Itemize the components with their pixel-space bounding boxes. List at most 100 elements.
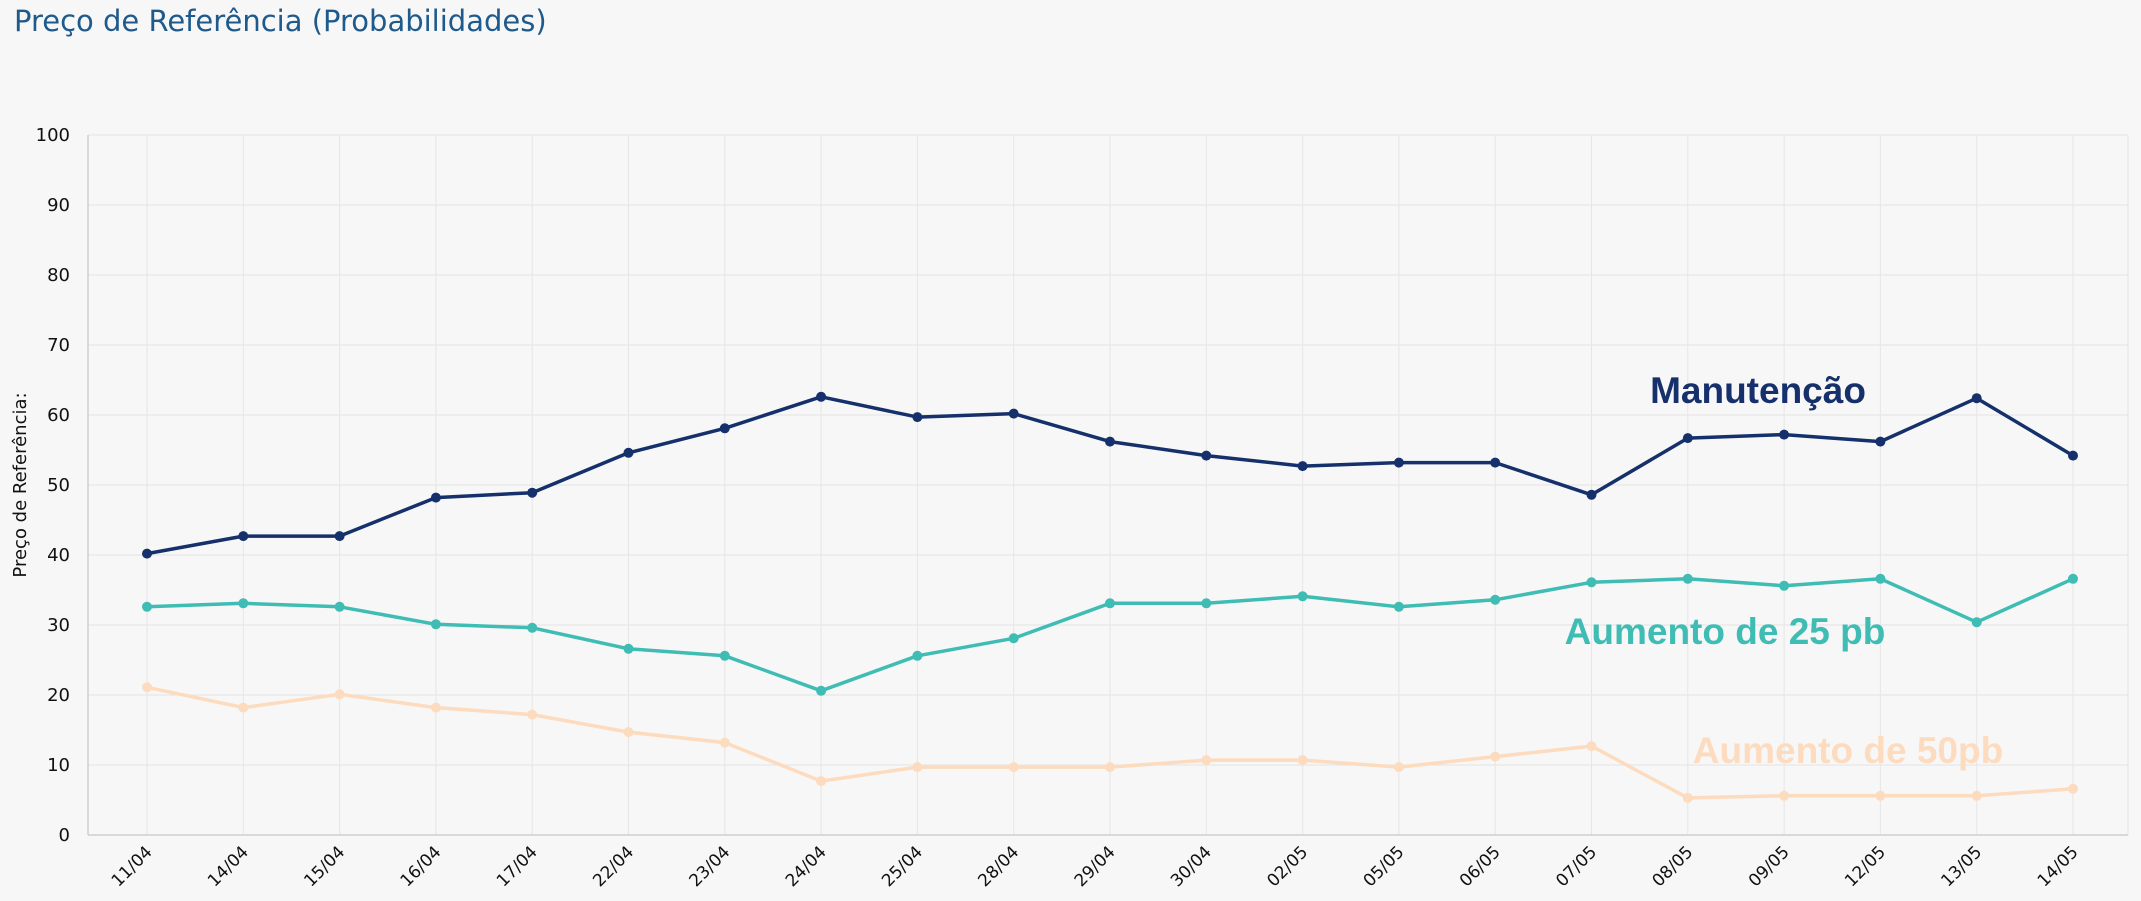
x-tick-label: 08/05 [1649, 842, 1698, 891]
x-tick-label: 30/04 [1167, 842, 1216, 891]
data-point [816, 685, 827, 696]
x-tick-label: 02/05 [1263, 842, 1312, 891]
x-tick-label: 14/05 [2034, 842, 2083, 891]
data-point [719, 650, 730, 661]
data-point [1201, 450, 1212, 461]
data-point [527, 487, 538, 498]
data-point [1105, 436, 1115, 447]
data-point [1490, 594, 1501, 605]
data-point [1105, 762, 1115, 773]
x-tick-label: 07/05 [1552, 842, 1601, 891]
series-2 [142, 573, 2078, 696]
data-point [1779, 580, 1790, 591]
data-point [623, 447, 634, 458]
y-tick-label: 30 [47, 615, 70, 636]
data-point [1682, 573, 1693, 584]
axes [87, 135, 2129, 836]
series-group [142, 391, 2078, 803]
data-point [1008, 633, 1019, 644]
y-tick-label: 60 [47, 405, 70, 426]
data-point [1971, 393, 1982, 404]
data-point [1682, 433, 1693, 444]
x-tick-label: 15/04 [300, 842, 349, 891]
x-tick-label: 09/05 [1745, 842, 1794, 891]
page-title: Preço de Referência (Probabilidades) [14, 4, 547, 38]
data-point [334, 689, 345, 700]
data-point [2068, 450, 2078, 461]
data-point [238, 598, 249, 609]
data-point [142, 548, 152, 559]
data-point [1875, 790, 1886, 801]
data-point [527, 709, 538, 720]
series-label: Aumento de 50pb [1693, 730, 2003, 771]
x-tick-label: 13/05 [1937, 842, 1986, 891]
data-point [1201, 598, 1212, 609]
data-point [1586, 741, 1597, 752]
x-tick-label: 11/04 [108, 842, 157, 891]
data-point [816, 391, 827, 402]
data-point [430, 619, 441, 630]
data-point [1393, 457, 1404, 468]
data-point [527, 622, 538, 633]
y-tick-label: 40 [47, 545, 70, 566]
y-tick-labels: 0 10 20 30 40 50 60 70 80 90 100 [36, 125, 70, 846]
data-point [1490, 457, 1501, 468]
data-point [2068, 573, 2078, 584]
data-point [1008, 762, 1019, 773]
data-point [430, 702, 441, 713]
x-tick-label: 16/04 [397, 842, 446, 891]
data-point [1297, 755, 1308, 766]
data-point [1490, 751, 1501, 762]
x-tick-label: 23/04 [686, 842, 735, 891]
x-tick-label: 14/04 [204, 842, 253, 891]
data-point [2068, 783, 2078, 794]
series-1 [142, 391, 2078, 559]
data-point [623, 727, 634, 738]
y-tick-label: 100 [36, 125, 70, 146]
data-point [816, 776, 827, 787]
data-point [1008, 408, 1019, 419]
data-point [238, 702, 249, 713]
data-point [142, 601, 152, 612]
data-point [1297, 461, 1308, 472]
data-point [1875, 436, 1886, 447]
data-point [1297, 591, 1308, 602]
data-point [912, 650, 923, 661]
data-point [142, 682, 152, 693]
data-point [1779, 790, 1790, 801]
data-point [719, 737, 730, 748]
data-point [912, 412, 923, 423]
data-point [1393, 601, 1404, 612]
y-tick-label: 10 [47, 755, 70, 776]
data-point [623, 643, 634, 654]
series-label: Manutenção [1650, 370, 1866, 411]
x-tick-label: 22/04 [589, 842, 638, 891]
data-point [719, 423, 730, 434]
y-tick-label: 20 [47, 685, 70, 706]
data-point [1105, 598, 1115, 609]
y-tick-label: 0 [59, 825, 70, 846]
x-tick-label: 06/05 [1456, 842, 1505, 891]
series-labels: Manutenção Aumento de 25 pb Aumento de 50p… [1565, 370, 2004, 771]
data-point [1779, 429, 1790, 440]
series-label: Aumento de 25 pb [1565, 611, 1886, 652]
data-point [1682, 792, 1693, 803]
y-axis-label: Preço de Referência: [10, 392, 31, 577]
data-point [238, 531, 249, 542]
data-point [1586, 489, 1597, 500]
x-tick-label: 24/04 [782, 842, 831, 891]
data-point [334, 601, 345, 612]
series-3 [142, 682, 2078, 803]
data-point [334, 531, 345, 542]
y-tick-label: 70 [47, 335, 70, 356]
data-point [912, 762, 923, 773]
data-point [1971, 617, 1982, 628]
x-tick-labels: 11/04 14/04 15/04 16/04 17/04 22/04 23/04 24/04… [108, 842, 2083, 891]
data-point [1393, 762, 1404, 773]
x-tick-label: 25/04 [878, 842, 927, 891]
y-tick-label: 50 [47, 475, 70, 496]
x-tick-label: 05/05 [1360, 842, 1409, 891]
data-point [1586, 577, 1597, 588]
y-tick-label: 90 [47, 195, 70, 216]
data-point [1201, 755, 1212, 766]
